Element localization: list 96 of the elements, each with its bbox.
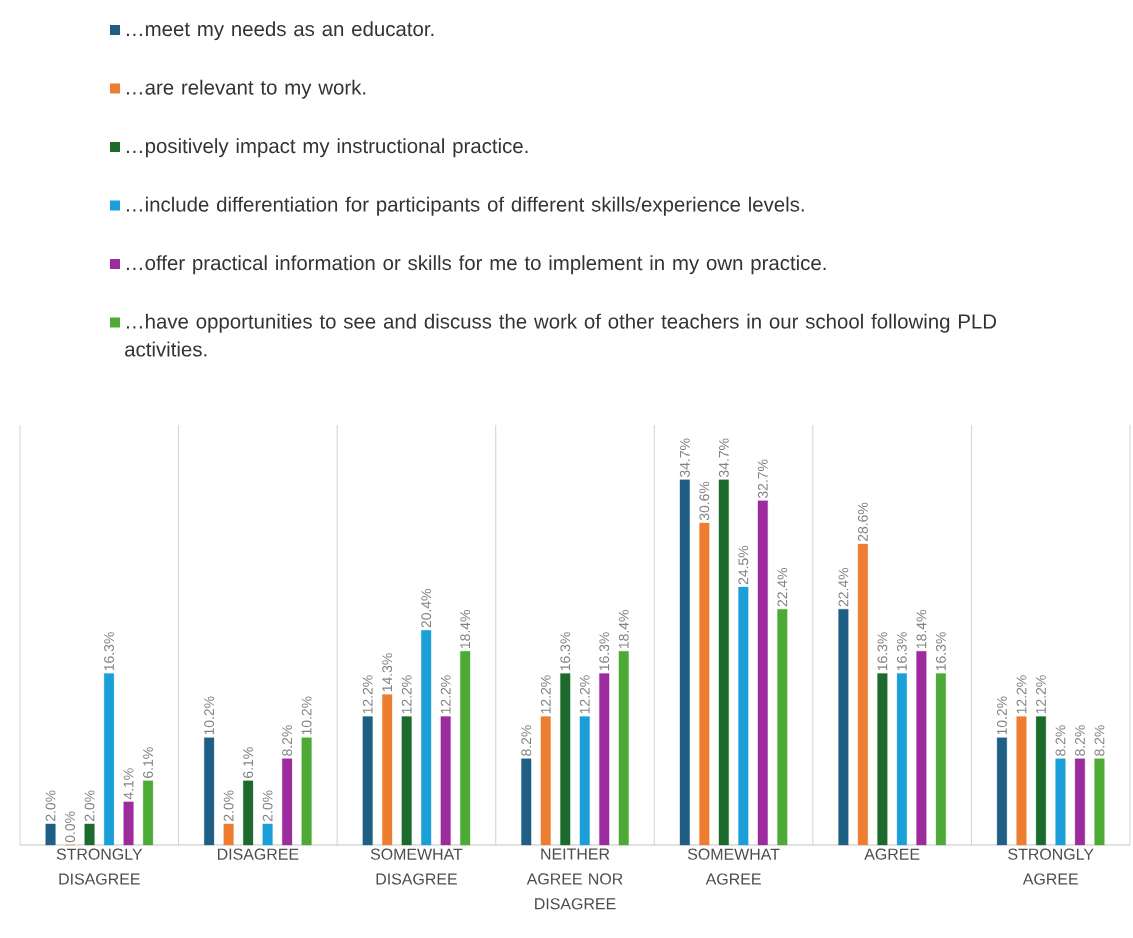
data-label: 14.3% [382,653,393,692]
bar [1094,758,1105,846]
bar [618,651,629,846]
bar [757,500,768,846]
data-label: 0.0% [65,811,75,843]
bar [838,609,849,846]
data-label: 12.2% [401,675,412,714]
legend-label: …offer practical information or skills for me to implement in my own practice. [126,255,826,275]
data-label: 8.2% [1075,725,1085,756]
bar [223,823,234,846]
data-label: 34.7% [679,438,690,478]
bar [204,737,215,846]
x-tick-label: DISAGREE [217,848,299,860]
bar [560,673,571,846]
data-label: 12.2% [540,675,551,714]
data-label: 30.6% [699,481,710,521]
x-tick-label: AGREE [864,848,920,860]
data-label: 18.4% [460,610,471,649]
data-label: 16.3% [599,632,610,671]
data-label: 22.4% [777,567,788,607]
bar [1074,758,1085,846]
data-label: 4.1% [123,768,134,800]
bar [1055,758,1066,846]
bar [1035,716,1046,846]
data-label: 18.4% [916,610,927,649]
bar [382,694,393,846]
bar [579,716,590,846]
bar [401,716,412,846]
bar [916,651,927,846]
bar [460,651,471,846]
bar [45,823,56,846]
data-label: 6.1% [243,747,254,778]
data-label: 12.2% [1016,675,1027,714]
bar [599,673,610,846]
data-label: 28.6% [857,502,868,542]
data-label: 34.7% [718,438,729,478]
data-label: 16.3% [896,632,907,671]
bar [699,522,710,846]
x-tick-label: NEITHER AGREE NOR DISAGREE [526,848,623,910]
legend-label: …positively impact my instructional practice. [126,138,528,158]
x-tick-label: STRONGLY DISAGREE [56,848,143,885]
data-label: 8.2% [1094,725,1105,756]
bar [738,586,749,846]
data-label: 2.0% [262,790,273,822]
data-label: 6.1% [143,747,153,778]
bar [143,780,154,846]
bar [282,758,293,846]
data-label: 8.2% [282,725,293,756]
data-label: 10.2% [301,696,312,735]
data-label: 32.7% [757,459,768,499]
data-label: 10.2% [204,696,215,735]
bar [857,543,868,846]
legend-label: …are relevant to my work. [126,79,366,99]
bar [521,758,532,846]
bar [777,609,788,846]
data-label: 10.2% [997,696,1007,735]
data-label: 2.0% [45,790,56,822]
data-label: 16.3% [935,632,946,671]
bar [243,780,254,846]
data-label: 2.0% [223,790,234,822]
data-label: 18.4% [618,610,629,649]
bar [1016,716,1027,846]
bar [123,801,134,846]
bar [84,823,95,846]
legend-label: …include differentiation for participants of different skills/experience levels. [126,196,804,216]
x-tick-label: SOMEWHAT AGREE [687,848,780,885]
data-label: 22.4% [838,567,849,607]
data-label: 12.2% [440,675,451,714]
bar [421,630,432,846]
bar [301,737,312,846]
data-label: 12.2% [362,675,373,714]
x-tick-label: STRONGLY AGREE [1008,848,1094,885]
x-tick-label: SOMEWHAT DISAGREE [370,848,463,885]
data-label: 2.0% [84,790,95,822]
bar [104,673,115,846]
bar [935,673,946,846]
bar [440,716,451,846]
data-label: 24.5% [738,545,749,585]
bar [540,716,551,846]
data-label: 16.3% [104,632,114,671]
data-label: 12.2% [579,675,590,714]
bar [718,479,729,846]
data-label: 8.2% [521,725,532,756]
data-label: 12.2% [1036,675,1046,714]
bar [996,737,1007,846]
data-label: 8.2% [1055,725,1066,756]
legend-label: …have opportunities to see and discuss the work of other teachers in our school following PLD activities. [125,313,997,357]
bar [262,823,273,846]
data-label: 16.3% [560,632,571,671]
bar [362,716,373,846]
data-label: 16.3% [877,632,888,671]
data-label: 20.4% [421,589,432,628]
bar [896,673,907,846]
legend-label: …meet my needs as an educator. [126,21,434,41]
bar [679,479,690,846]
bar [877,673,888,846]
